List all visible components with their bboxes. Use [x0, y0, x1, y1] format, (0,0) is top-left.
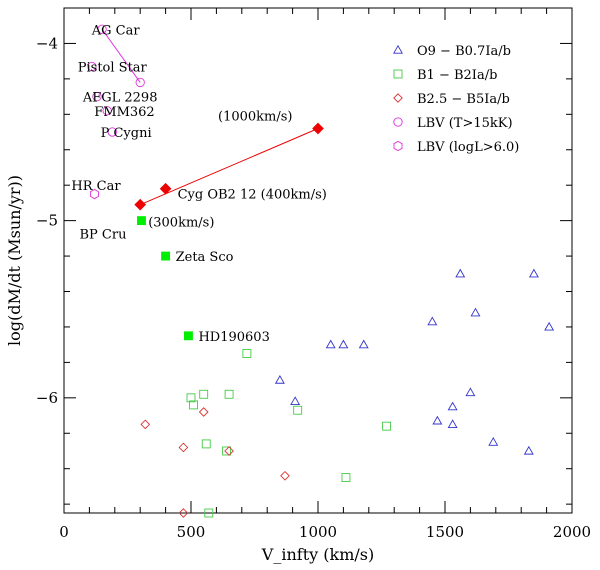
point-label: Zeta Sco: [176, 250, 234, 265]
data-point: [204, 508, 214, 518]
data-point: [242, 349, 252, 358]
legend-label: LBV (logL>6.0): [417, 140, 519, 155]
y-tick-label: −6: [36, 389, 58, 407]
x-tick-label: 500: [177, 523, 206, 541]
point-label: (300km/s): [148, 216, 214, 231]
point-label: Cyg OB2 12 (400km/s): [178, 188, 327, 203]
data-point: [427, 316, 438, 326]
x-tick-label: 0: [59, 523, 69, 541]
highlight-point: [184, 331, 193, 341]
x-tick-label: 1500: [426, 523, 464, 541]
legend-marker: [393, 117, 403, 127]
data-point: [447, 419, 458, 429]
data-point: [224, 446, 234, 456]
connector-lines: [101, 28, 319, 206]
star-label: AFGL 2298: [82, 91, 158, 106]
data-point: [338, 339, 349, 349]
tick-labels: 0 500 1000 1500 2000 −4 −5 −6: [36, 34, 591, 541]
legend-label: O9 − B0.7Ia/b: [417, 44, 511, 59]
data-points: [87, 24, 555, 518]
data-point: [382, 421, 392, 431]
data-point: [107, 127, 117, 137]
data-point: [358, 339, 369, 349]
x-tick-label: 2000: [553, 523, 591, 541]
data-point: [432, 415, 443, 425]
data-point: [447, 401, 458, 411]
plot-border: [63, 7, 573, 514]
data-point: [325, 339, 336, 349]
star-label: AG Car: [91, 23, 141, 38]
x-axis-title: V_infty (km/s): [261, 545, 374, 564]
data-point: [92, 91, 102, 102]
data-point: [178, 442, 189, 453]
point-label: BP Cru: [79, 228, 126, 243]
axis-ticks: [63, 8, 573, 513]
x-tick-label: 1000: [299, 523, 337, 541]
data-point: [90, 188, 99, 200]
data-point: [102, 106, 112, 116]
data-point: [178, 508, 189, 518]
data-point: [465, 387, 476, 397]
legend-marker: [393, 140, 403, 152]
data-point: [544, 321, 555, 331]
highlight-point: [134, 198, 147, 211]
data-point: [201, 439, 211, 449]
legend-marker: [393, 69, 403, 79]
data-point: [186, 393, 196, 403]
y-tick-label: −4: [36, 34, 58, 52]
data-point: [222, 446, 232, 456]
connector-line: [140, 128, 319, 206]
data-point: [224, 389, 234, 399]
data-point: [135, 77, 145, 88]
star-label: FMM362: [94, 105, 154, 120]
data-point: [198, 407, 209, 417]
connector-line: [101, 28, 141, 83]
legend-label: B1 − B2Ia/b: [417, 68, 497, 83]
star-label: Pistol Star: [78, 60, 148, 75]
legend-marker: [393, 44, 403, 54]
point-label: (1000km/s): [218, 109, 292, 124]
data-point: [290, 396, 301, 405]
star-label: P Cygni: [101, 126, 152, 141]
highlight-point: [137, 216, 146, 226]
plot-frame: [63, 7, 573, 514]
data-point: [470, 307, 481, 317]
annotations: BP Cru Zeta Sco HD190603 (300km/s) Cyg OB2 1…: [71, 23, 326, 345]
data-point: [189, 400, 198, 410]
data-point: [488, 437, 499, 446]
legend-marker: [393, 93, 403, 103]
data-point: [97, 24, 107, 34]
highlight-point: [159, 182, 172, 195]
data-point: [528, 268, 539, 278]
data-point: [274, 374, 285, 384]
data-point: [199, 389, 209, 399]
data-point: [293, 405, 303, 415]
legend-label: B2.5 − B5Ia/b: [417, 92, 510, 107]
highlight-point: [312, 122, 324, 135]
data-point: [523, 445, 534, 455]
y-tick-label: −5: [36, 212, 58, 230]
point-label: HD190603: [198, 330, 269, 345]
star-label: HR Car: [71, 179, 121, 194]
highlight-point: [161, 251, 171, 261]
data-point: [280, 470, 290, 481]
legend: O9 − B0.7Ia/b B1 − B2Ia/b B2.5 − B5Ia/b LBV…: [393, 44, 519, 155]
data-point: [455, 268, 466, 278]
data-point: [87, 61, 97, 72]
data-point: [140, 419, 151, 430]
legend-label: LBV (T>15kK): [417, 116, 513, 131]
data-point: [341, 473, 351, 483]
y-axis-title: log(dM/dt (Msun/yr)): [5, 175, 24, 346]
